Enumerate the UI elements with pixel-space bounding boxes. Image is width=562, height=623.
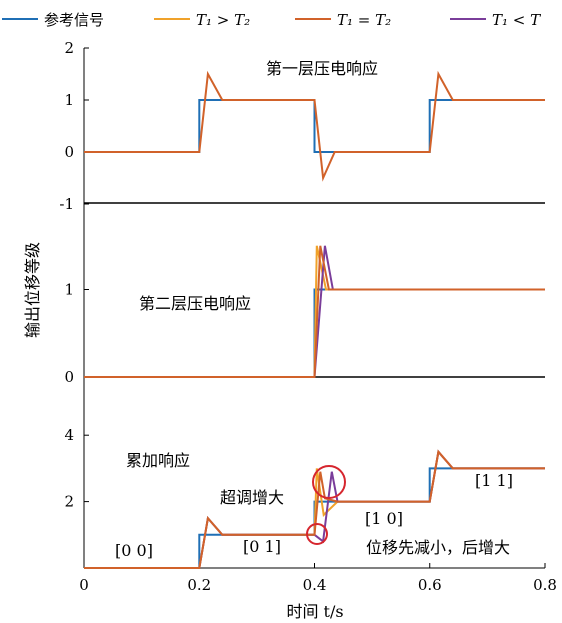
y-tick-label: -1 [59,195,74,213]
series-line [84,245,545,378]
legend-label: T₁ > T₂ [196,11,250,29]
state-label: [1 1] [475,471,513,490]
x-tick-label: 0.8 [533,576,557,594]
series-line [84,449,545,569]
dip-circle [306,523,328,545]
tick-labels: -1 0 1 2 0 1 2 4 0 0.2 0.4 0.6 0.8 时间 t/s 输出位移等级 [23,39,557,621]
legend-item: T₁ > T₂ [154,11,250,29]
y-tick-label: 4 [64,426,74,444]
legend-label: T₁ < T [492,11,541,29]
y-tick-label: 2 [64,39,74,57]
y-axis-label: 输出位移等级 [23,242,42,338]
legend-item: T₁ = T₂ [295,11,391,29]
panel-title: 第一层压电响应 [266,59,378,78]
y-tick-label: 1 [64,281,74,299]
legend-item: 参考信号 [2,11,104,29]
legend: 参考信号 T₁ > T₂ T₁ = T₂ T₁ < T [2,11,541,29]
annotation: 超调增大 [220,488,284,507]
x-tick-label: 0.2 [187,576,211,594]
x-tick-label: 0 [79,576,89,594]
y-tick-label: 2 [64,493,74,511]
y-tick-label: 0 [64,368,74,386]
x-axis-label: 时间 t/s [286,602,343,621]
legend-item: T₁ < T [450,11,541,29]
panel-title: 第二层压电响应 [139,294,251,313]
x-tick-label: 0.6 [418,576,442,594]
overshoot-circle [312,465,346,499]
y-tick-label: 1 [64,91,74,109]
legend-label: 参考信号 [44,11,104,29]
series-layer [84,70,545,569]
annotation: 位移先减小，后增大 [366,538,510,557]
series-line [84,70,545,182]
panel-title: 累加响应 [126,451,190,470]
state-label: [0 0] [115,541,153,560]
legend-label: T₁ = T₂ [337,11,391,29]
state-label: [0 1] [243,537,281,556]
y-tick-label: 0 [64,143,74,161]
x-tick-label: 0.4 [303,576,327,594]
state-label: [1 0] [365,509,403,528]
